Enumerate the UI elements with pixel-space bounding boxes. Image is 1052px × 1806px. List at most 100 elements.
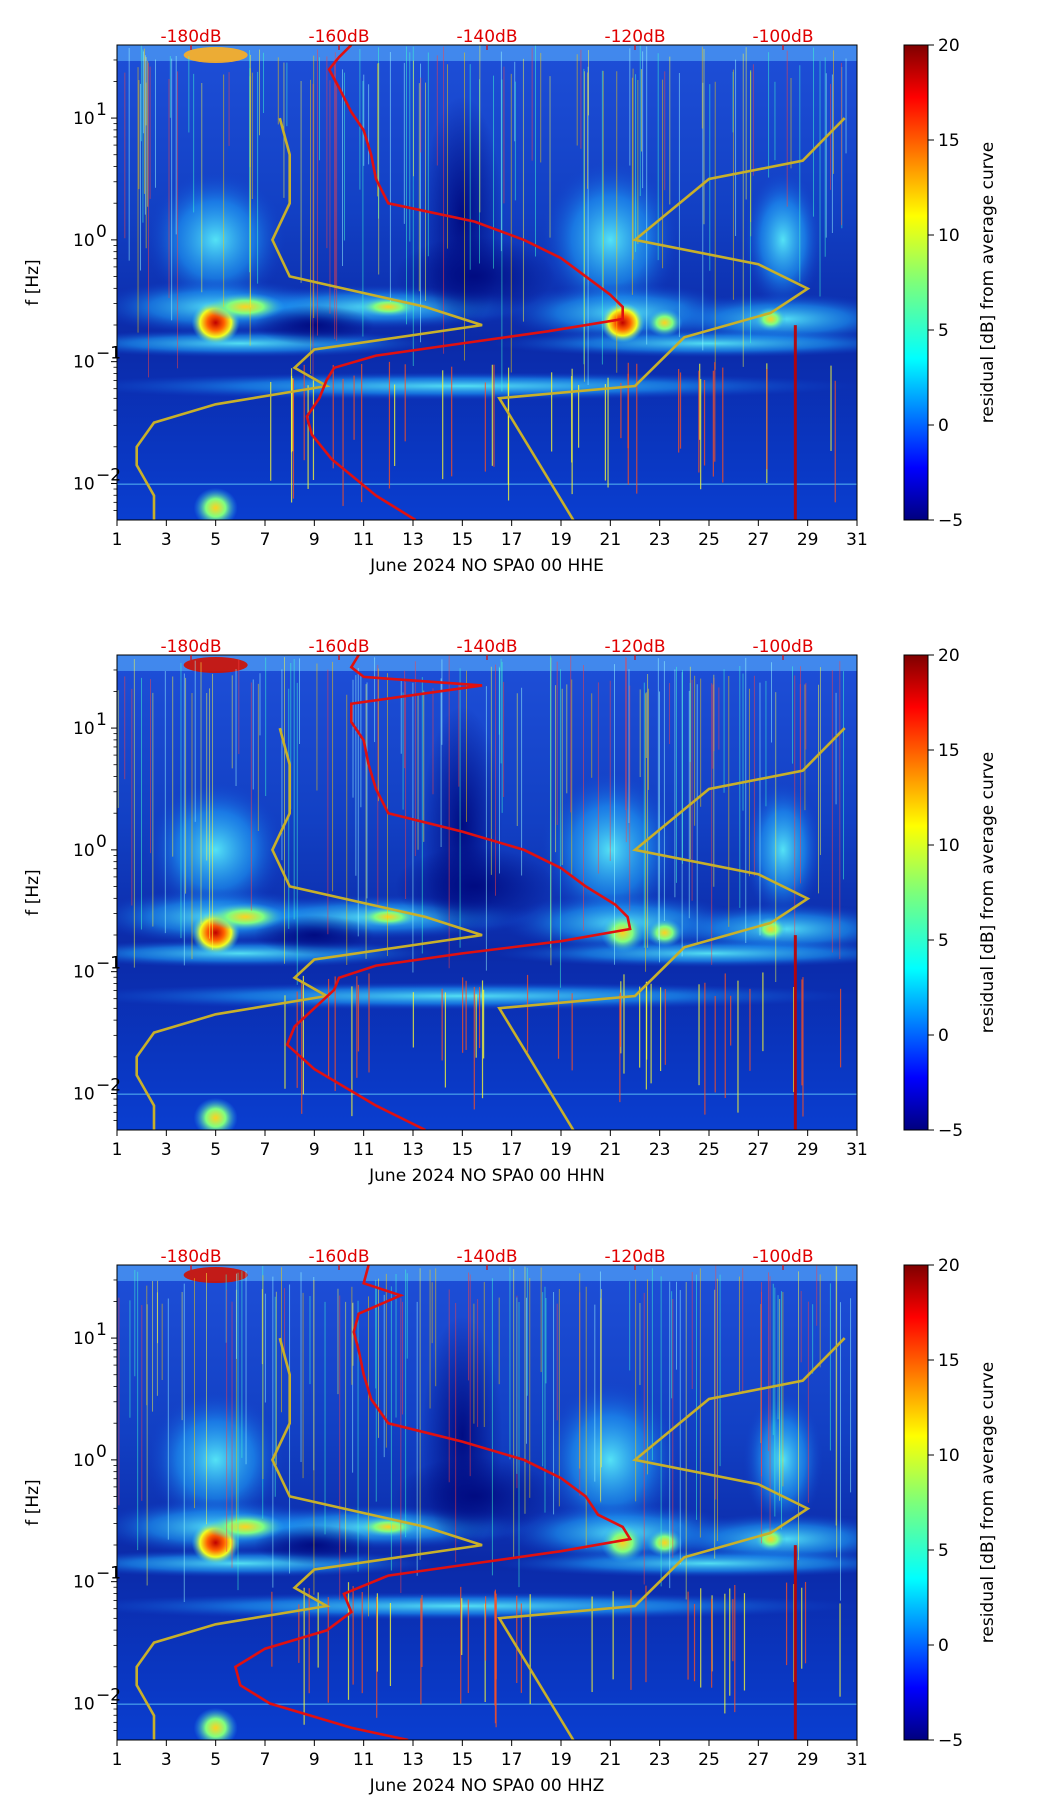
colorbar-tick-label: 10 [938,836,960,856]
x-axis-label: June 2024 NO SPA0 00 HHZ [369,1776,605,1796]
y-tick-exponent: 0 [96,1442,107,1462]
db-tick-label: -160dB [308,1247,369,1267]
x-tick-label: 7 [260,530,271,550]
x-tick-label: 13 [402,1140,424,1160]
noise-model-low-line [135,117,483,520]
x-tick-label: 21 [600,530,622,550]
x-tick-label: 13 [402,530,424,550]
x-tick-label: 11 [353,1140,375,1160]
y-tick-label: 10 [73,841,95,861]
hf-band [117,655,857,671]
db-tick-label: -100dB [752,1247,813,1267]
energy-feature [646,1528,683,1557]
x-tick-label: 29 [797,530,819,550]
db-tick-label: -140dB [456,1247,517,1267]
energy-feature [193,1097,238,1130]
x-tick-label: 21 [600,1140,622,1160]
colorbar [903,44,929,521]
x-tick-label: 19 [550,530,572,550]
db-tick-label: -140dB [456,27,517,47]
y-axis-label: f [Hz] [23,259,43,305]
y-tick-label: 10 [73,963,95,983]
spectrogram-image [117,655,857,1130]
y-tick-exponent: 0 [96,222,107,242]
db-tick-label: -100dB [752,27,813,47]
y-tick-label: 10 [73,719,95,739]
colorbar-tick-label: 5 [938,931,949,951]
x-tick-label: 9 [309,1750,320,1770]
noise-model-high-line [497,1337,846,1740]
mean-psd-curve [305,45,625,520]
x-tick-label: 23 [649,1750,671,1770]
y-tick-exponent: −2 [96,1075,121,1095]
mean-psd-curve [285,655,632,1130]
colorbar-tick-label: 20 [938,1256,960,1276]
y-tick-label: 10 [73,353,95,373]
db-tick-label: -140dB [456,637,517,657]
x-tick-label: 1 [112,1750,123,1770]
colorbar [903,1264,929,1741]
x-tick-label: 7 [260,1140,271,1160]
energy-feature [600,912,645,953]
hf-band [117,45,857,61]
colorbar-tick-label: 0 [938,1026,949,1046]
colorbar-tick-label: 0 [938,416,949,436]
x-tick-label: 15 [452,1140,474,1160]
x-tick-label: 15 [452,530,474,550]
colorbar-tick-label: 0 [938,1636,949,1656]
mean-psd-curve [233,1265,633,1740]
y-tick-exponent: 1 [96,1320,107,1340]
x-tick-label: 5 [210,1140,221,1160]
hf-hotspot [183,657,248,673]
x-tick-label: 11 [353,530,375,550]
x-tick-label: 29 [797,1750,819,1770]
x-tick-label: 31 [846,530,868,550]
x-tick-label: 27 [748,1140,770,1160]
colorbar-tick-label: 10 [938,226,960,246]
x-tick-label: 7 [260,1750,271,1770]
y-tick-exponent: −1 [96,1564,121,1584]
energy-feature [754,307,787,332]
y-tick-exponent: −2 [96,1685,121,1705]
colorbar-tick-label: 5 [938,1541,949,1561]
energy-feature [646,308,683,337]
x-tick-label: 3 [161,1750,172,1770]
y-tick-label: 10 [73,231,95,251]
y-tick-label: 10 [73,1329,95,1349]
colorbar-tick-label: 15 [938,741,960,761]
x-tick-label: 17 [501,1140,523,1160]
colorbar-tick-label: −5 [938,1121,963,1141]
y-tick-label: 10 [73,474,95,494]
x-tick-label: 27 [748,1750,770,1770]
energy-feature [394,236,555,317]
x-tick-label: 31 [846,1750,868,1770]
db-tick-label: -180dB [160,1247,221,1267]
x-axis-label: June 2024 NO SPA0 00 HHN [368,1166,605,1186]
db-tick-label: -180dB [160,637,221,657]
colorbar-tick-label: 15 [938,131,960,151]
db-tick-label: -120dB [604,637,665,657]
y-tick-exponent: 1 [96,710,107,730]
x-tick-label: 29 [797,1140,819,1160]
energy-feature [254,915,375,956]
x-tick-label: 1 [112,530,123,550]
y-tick-label: 10 [73,1451,95,1471]
energy-feature [193,487,238,520]
energy-feature [600,1522,645,1563]
x-tick-label: 25 [698,530,720,550]
colorbar-label: residual [dB] from average curve [978,1362,998,1643]
colorbar-tick-label: −5 [938,1731,963,1751]
x-tick-label: 31 [846,1140,868,1160]
lf-line [117,483,857,485]
x-tick-label: 15 [452,1750,474,1770]
x-tick-label: 19 [550,1750,572,1770]
energy-feature [394,846,555,927]
db-tick-label: -120dB [604,27,665,47]
x-tick-label: 11 [353,1750,375,1770]
y-axis-label: f [Hz] [23,869,43,915]
y-tick-label: 10 [73,109,95,129]
spectrogram-image [117,45,857,520]
energy-feature [540,1379,681,1540]
